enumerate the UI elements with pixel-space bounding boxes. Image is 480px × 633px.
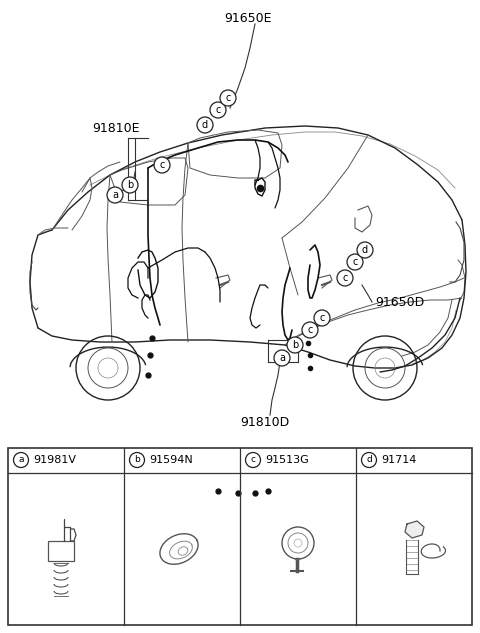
Text: a: a <box>18 456 24 465</box>
Circle shape <box>245 453 261 468</box>
Text: c: c <box>342 273 348 283</box>
Circle shape <box>13 453 28 468</box>
Circle shape <box>130 453 144 468</box>
Text: 91810E: 91810E <box>92 122 140 134</box>
Circle shape <box>302 322 318 338</box>
Bar <box>8 448 472 625</box>
Text: d: d <box>362 245 368 255</box>
Text: c: c <box>251 456 255 465</box>
Text: b: b <box>292 340 298 350</box>
Text: d: d <box>366 456 372 465</box>
Circle shape <box>287 337 303 353</box>
Text: 91650E: 91650E <box>224 11 272 25</box>
Text: c: c <box>216 105 221 115</box>
Text: a: a <box>279 353 285 363</box>
Bar <box>48 541 74 561</box>
Circle shape <box>154 157 170 173</box>
Text: a: a <box>112 190 118 200</box>
Polygon shape <box>405 521 424 538</box>
Text: b: b <box>127 180 133 190</box>
Circle shape <box>337 270 353 286</box>
Circle shape <box>314 310 330 326</box>
Circle shape <box>347 254 363 270</box>
Text: 91810D: 91810D <box>240 415 289 429</box>
Text: c: c <box>352 257 358 267</box>
Circle shape <box>357 242 373 258</box>
Text: c: c <box>225 93 231 103</box>
Text: d: d <box>202 120 208 130</box>
Circle shape <box>220 90 236 106</box>
Circle shape <box>274 350 290 366</box>
Text: 91650D: 91650D <box>375 296 424 308</box>
Circle shape <box>122 177 138 193</box>
Circle shape <box>361 453 376 468</box>
Text: c: c <box>307 325 312 335</box>
Text: b: b <box>134 456 140 465</box>
Circle shape <box>197 117 213 133</box>
Text: c: c <box>159 160 165 170</box>
Text: 91513G: 91513G <box>265 455 309 465</box>
Text: 91714: 91714 <box>381 455 416 465</box>
Circle shape <box>107 187 123 203</box>
Text: 91981V: 91981V <box>33 455 76 465</box>
Text: c: c <box>319 313 324 323</box>
Circle shape <box>210 102 226 118</box>
Text: 91594N: 91594N <box>149 455 193 465</box>
